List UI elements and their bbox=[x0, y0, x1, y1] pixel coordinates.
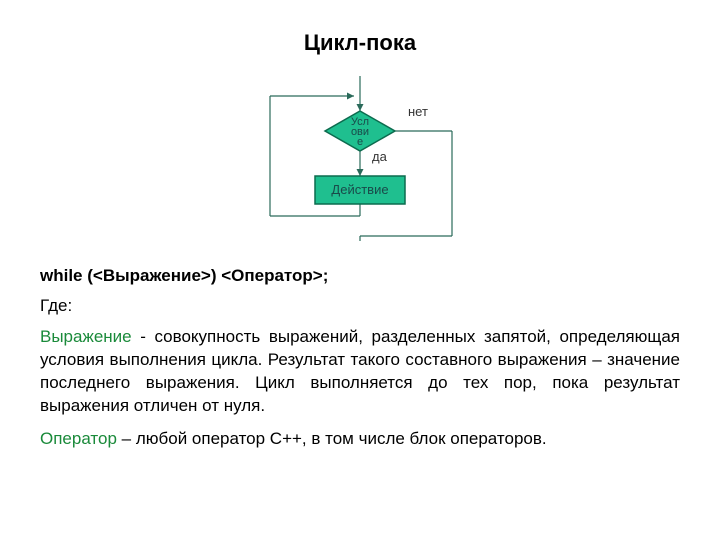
flowchart-svg: УсловиеДействиенетда bbox=[230, 76, 490, 241]
syntax-line: while (<Выражение>) <Оператор>; bbox=[40, 266, 680, 286]
expression-text: - совокупность выражений, разделенных за… bbox=[40, 327, 680, 415]
where-label: Где: bbox=[40, 296, 680, 316]
svg-text:да: да bbox=[372, 149, 388, 164]
svg-text:нет: нет bbox=[408, 104, 428, 119]
operator-keyword: Оператор bbox=[40, 429, 117, 448]
svg-text:е: е bbox=[357, 136, 363, 148]
page-title: Цикл-пока bbox=[40, 30, 680, 56]
expression-description: Выражение - совокупность выражений, разд… bbox=[40, 326, 680, 418]
flowchart-diagram: УсловиеДействиенетда bbox=[230, 76, 490, 241]
expression-keyword: Выражение bbox=[40, 327, 132, 346]
svg-text:Действие: Действие bbox=[331, 182, 388, 197]
operator-text: – любой оператор С++, в том числе блок о… bbox=[117, 429, 547, 448]
operator-description: Оператор – любой оператор С++, в том чис… bbox=[40, 428, 680, 451]
